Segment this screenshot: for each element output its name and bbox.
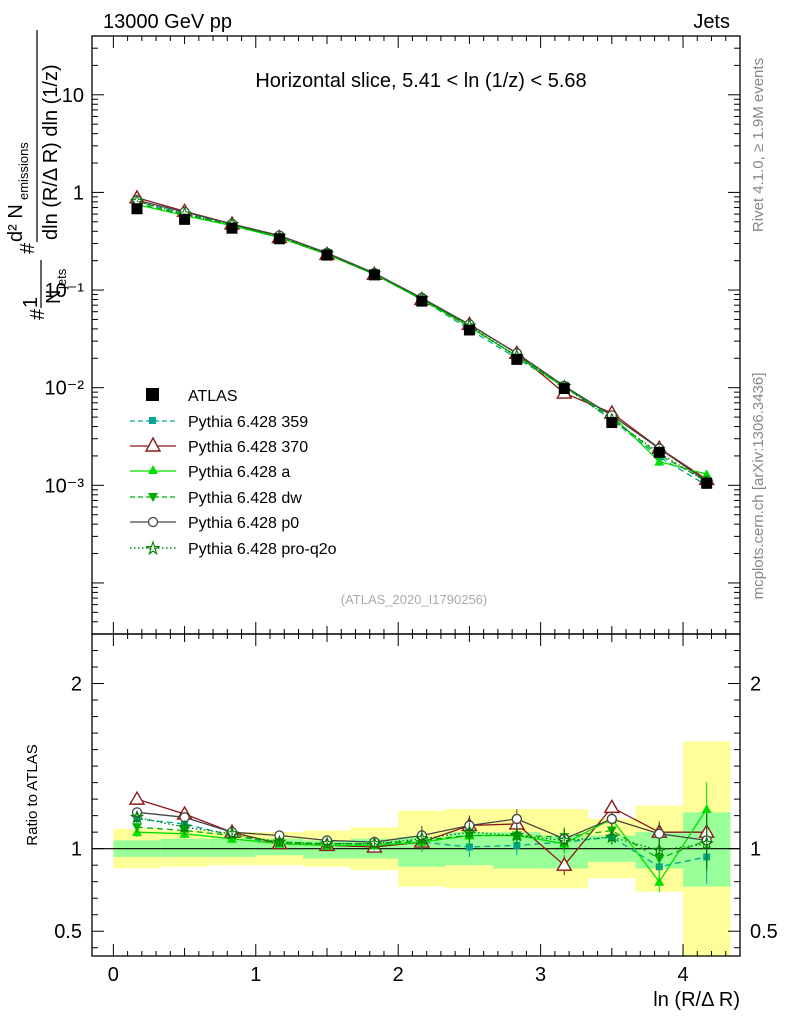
ratio-series-point (272, 834, 287, 849)
x-tick-label: 4 (677, 964, 688, 986)
ratio-series-point (654, 876, 665, 886)
ratio-series-point (606, 813, 617, 825)
ratio-series-point (465, 843, 473, 851)
ratio-series-point (699, 836, 714, 850)
main-y-tick-label: 10 (62, 85, 84, 107)
legend-label-p0: Pythia 6.428 p0 (188, 515, 299, 532)
category-label: Jets (693, 11, 730, 33)
legend-label-pro-q2o: Pythia 6.428 pro-q2o (188, 541, 337, 558)
legend-marker-atlas (146, 388, 159, 401)
ratio-series-point (604, 829, 619, 844)
ratio-y-tick-label-left: 0.5 (54, 921, 82, 943)
svg-text:d² N: d² N (5, 204, 27, 242)
ratio-series-point (462, 824, 477, 839)
legend-marker-359 (149, 417, 156, 424)
atlas-data-point (606, 416, 618, 428)
legend-marker-dw (148, 493, 158, 502)
ratio-series-point (556, 856, 573, 871)
legend-marker-pro-q2o (145, 540, 161, 556)
ratio-stat-band-bin (208, 838, 256, 857)
energy-label: 13000 GeV pp (103, 11, 232, 33)
main-y-axis-label: # 1 N jets # d² N emissions dln (R/Δ R) … (5, 30, 69, 320)
ratio-uncertainty-bands (92, 741, 740, 956)
ratio-series-point (654, 828, 665, 839)
atlas-data-point (321, 249, 333, 261)
ratio-series-point (224, 826, 240, 840)
main-series-point (701, 469, 712, 479)
atlas-data-point (368, 269, 380, 281)
ratio-series-point (128, 790, 146, 805)
atlas-data-point (179, 213, 191, 225)
ratio-series-point (603, 798, 621, 814)
main-series-point (654, 456, 665, 466)
ratio-y-tick-label-right: 1 (750, 839, 761, 861)
legend-label-370: Pythia 6.428 370 (188, 439, 308, 456)
atlas-data-point (653, 446, 665, 458)
main-y-tick-label: 1 (73, 182, 84, 204)
atlas-data-point (273, 233, 285, 245)
ratio-series-point (367, 836, 382, 850)
rivet-version-label: Rivet 4.1.0, ≥ 1.9M events (750, 58, 767, 232)
atlas-data-point (558, 383, 570, 395)
svg-text:dln (R/Δ R) dln (1/z): dln (R/Δ R) dln (1/z) (40, 64, 62, 240)
svg-text:#: # (27, 308, 49, 320)
main-series-layer (128, 189, 715, 489)
ratio-series-point (177, 819, 192, 834)
ratio-series-point (319, 836, 335, 850)
ratio-frame (91, 633, 741, 957)
atlas-data-point (131, 203, 143, 215)
plot-title: Horizontal slice, 5.41 < ln (1/z) < 5.68 (255, 70, 586, 92)
ratio-series-point (129, 809, 145, 824)
legend-marker-a (148, 465, 158, 474)
ratio-series-point (511, 813, 522, 825)
ratio-stat-band-bin (160, 838, 209, 857)
ratio-y-tick-label-right: 0.5 (750, 921, 778, 943)
main-y-tick-label: 10⁻³ (45, 475, 85, 497)
legend-label-a: Pythia 6.428 a (188, 464, 290, 481)
x-axis-label: ln (R/Δ R) (653, 989, 740, 1011)
svg-text:N: N (43, 290, 65, 304)
svg-text:1: 1 (20, 297, 42, 308)
main-series-line (136, 197, 708, 480)
svg-text:jets: jets (54, 268, 69, 290)
ratio-y-tick-label-left: 1 (71, 839, 82, 861)
ratio-series-point (652, 842, 667, 857)
axes-ticks: 0 1 2 3 4 10⁻³ 10⁻² 10⁻¹ 1 10 0.5 0.5 1 1 2 2 (45, 35, 778, 986)
atlas-data-point (463, 324, 475, 336)
atlas-data-point (701, 477, 713, 489)
ratio-series-point (701, 804, 712, 814)
legend-marker-370 (144, 436, 162, 452)
x-tick-label: 0 (108, 964, 119, 986)
ratio-series-point (414, 831, 429, 845)
atlas-data-point (416, 295, 428, 307)
x-tick-label: 3 (535, 964, 546, 986)
ratio-series-layer (128, 782, 715, 893)
legend-label-dw: Pythia 6.428 dw (188, 490, 302, 507)
atlas-data-point (226, 222, 238, 234)
main-series-line (136, 203, 707, 475)
main-y-tick-label: 10⁻² (45, 378, 85, 400)
ratio-series-point (509, 828, 524, 842)
ratio-series-point (132, 823, 143, 833)
ratio-y-tick-label-left: 2 (71, 674, 82, 696)
atlas-data-point (511, 353, 523, 365)
legend: ATLAS Pythia 6.428 359 Pythia 6.428 370 … (130, 388, 337, 558)
x-tick-label: 2 (393, 964, 404, 986)
legend-label-atlas: ATLAS (188, 388, 238, 405)
ratio-y-axis-label: Ratio to ATLAS (24, 744, 41, 845)
ratio-y-tick-label-right: 2 (750, 674, 761, 696)
svg-text:emissions: emissions (16, 142, 31, 200)
ratio-series-point (557, 832, 572, 847)
main-y-tick-label: 10⁻¹ (45, 280, 85, 302)
analysis-id: (ATLAS_2020_I1790256) (341, 592, 487, 607)
legend-label-359: Pythia 6.428 359 (188, 414, 308, 431)
x-tick-label: 1 (250, 964, 261, 986)
legend-marker-p0 (147, 516, 159, 528)
svg-text:#: # (17, 242, 39, 254)
mcplots-label: mcplots.cern.ch [arXiv:1306.3436] (750, 373, 767, 600)
